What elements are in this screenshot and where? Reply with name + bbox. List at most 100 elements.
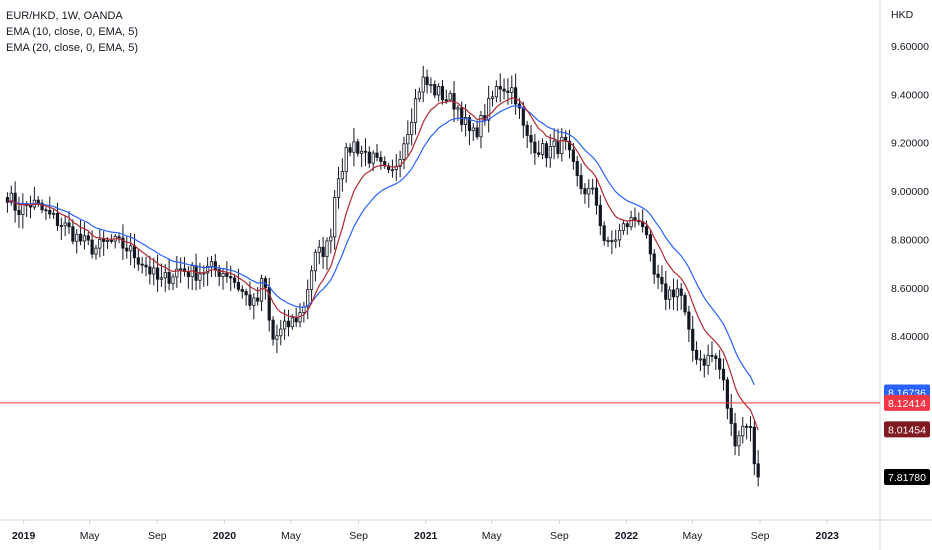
- ema-slow-line: [7, 105, 755, 386]
- candle-up: [98, 238, 102, 249]
- candle-down: [433, 84, 437, 96]
- candle-down: [610, 240, 614, 242]
- candle-up: [317, 246, 321, 253]
- candle-down: [229, 276, 233, 279]
- candle-up: [456, 107, 460, 110]
- candle-down: [248, 294, 252, 306]
- candle-down: [748, 426, 753, 428]
- candle-up: [290, 317, 294, 328]
- candle-up: [448, 93, 452, 101]
- candle-down: [579, 175, 583, 190]
- candle-down: [59, 225, 63, 227]
- candle-down: [71, 226, 75, 242]
- x-tick-label: Sep: [349, 530, 368, 542]
- candle-up: [198, 273, 202, 281]
- candle-up: [221, 272, 225, 277]
- candle-down: [348, 147, 352, 153]
- candle-down: [660, 276, 664, 285]
- candle-down: [78, 233, 83, 242]
- candle-up: [463, 117, 468, 125]
- x-tick-label: 2019: [12, 530, 36, 542]
- y-tick-label: 9.40000: [891, 89, 929, 101]
- y-axis-ticks: 9.60000 9.40000 9.20000 9.00000 8.80000 8.600…: [891, 41, 929, 343]
- candle-up: [340, 171, 344, 180]
- candle-down: [533, 141, 537, 154]
- y-tick-label: 9.20000: [891, 138, 929, 150]
- candle-down: [521, 107, 525, 126]
- candle-up: [390, 169, 395, 172]
- candle-down: [594, 187, 599, 206]
- candle-up: [336, 178, 341, 198]
- x-tick-label: 2022: [615, 530, 639, 542]
- candle-up: [410, 122, 414, 135]
- y-tick-label: 8.80000: [891, 234, 929, 246]
- candle-down: [718, 358, 722, 370]
- legend-ema-slow: EMA (20, close, 0, EMA, 5): [6, 42, 139, 54]
- candle-down: [656, 273, 660, 278]
- candle-down: [756, 463, 760, 478]
- candle-down: [90, 239, 94, 255]
- x-tick-label: Sep: [148, 530, 167, 542]
- candle-down: [240, 288, 244, 292]
- candle-down: [733, 423, 737, 447]
- candle-down: [671, 289, 676, 298]
- candle-up: [591, 187, 595, 190]
- candle-down: [109, 240, 113, 242]
- candle-down: [652, 253, 656, 275]
- candle-up: [402, 143, 406, 160]
- candle-down: [140, 263, 144, 266]
- candle-down: [625, 223, 629, 228]
- candle-down: [583, 188, 587, 195]
- price-tag-label: 8.01454: [888, 424, 926, 436]
- candle-up: [606, 240, 610, 242]
- legend-symbol: EUR/HKD, 1W, OANDA: [6, 10, 123, 22]
- candle-down: [144, 264, 148, 268]
- candle-down: [702, 358, 706, 366]
- candle-down: [294, 317, 298, 323]
- candle-down: [710, 354, 714, 357]
- candle-down: [598, 204, 602, 227]
- candle-down: [17, 209, 21, 215]
- candle-down: [236, 281, 241, 290]
- candle-up: [413, 98, 418, 123]
- candle-up: [313, 251, 318, 272]
- y-tick-label: 9.60000: [891, 41, 929, 53]
- candle-down: [67, 222, 71, 228]
- x-tick-label: May: [683, 530, 704, 542]
- candle-down: [679, 288, 683, 296]
- candle-down: [514, 87, 518, 105]
- candle-down: [102, 238, 106, 242]
- candle-down: [729, 407, 733, 424]
- x-tick-label: May: [281, 530, 302, 542]
- candle-down: [467, 117, 472, 132]
- candle-down: [271, 319, 275, 340]
- candle-down: [375, 152, 379, 158]
- candle-up: [406, 134, 410, 145]
- candle-up: [471, 127, 475, 132]
- price-tag: [884, 468, 930, 485]
- candle-down: [537, 152, 541, 155]
- y-tick-label: 8.40000: [891, 331, 929, 343]
- candle-up: [560, 136, 564, 154]
- candle-down: [232, 277, 237, 283]
- candle-up: [417, 91, 421, 100]
- candle-down: [225, 272, 229, 277]
- candle-down: [256, 297, 260, 302]
- candle-up: [163, 272, 167, 279]
- candle-up: [63, 222, 67, 227]
- candle-down: [725, 379, 729, 409]
- price-tag: [884, 394, 930, 411]
- candle-up: [333, 197, 337, 238]
- candle-down: [571, 149, 575, 162]
- candle-up: [429, 84, 433, 86]
- candle-up: [668, 289, 672, 300]
- candle-down: [425, 76, 429, 86]
- candle-up: [490, 96, 495, 99]
- candle-down: [544, 143, 549, 159]
- candle-up: [52, 212, 56, 215]
- candle-up: [587, 187, 591, 195]
- candle-up: [548, 146, 552, 159]
- candle-down: [694, 349, 699, 360]
- candle-up: [352, 141, 356, 153]
